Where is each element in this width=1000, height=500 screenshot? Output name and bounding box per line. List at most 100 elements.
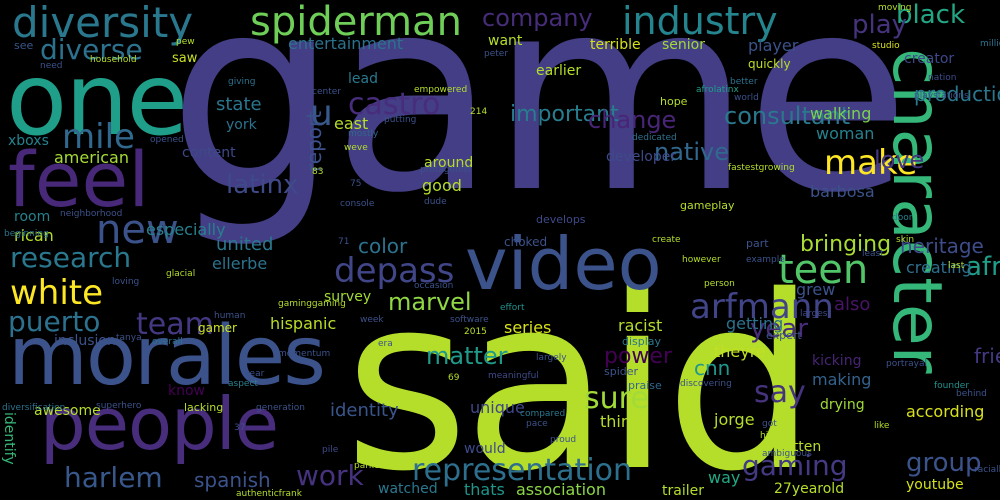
word-giving: giving	[228, 77, 256, 87]
word-east: east	[334, 114, 369, 133]
word-play: play	[852, 10, 908, 40]
word-discovering: discovering	[680, 379, 732, 389]
word-diversity: diversity	[12, 0, 194, 47]
word-making: making	[812, 370, 872, 389]
word-room: room	[14, 209, 51, 225]
word-authenticfrank: authenticfrank	[236, 489, 302, 499]
word-hide: hide	[760, 431, 780, 441]
word-dedicated: dedicated	[632, 133, 677, 143]
word-however: however	[682, 255, 721, 265]
word-creating: creating	[906, 258, 972, 277]
word-industry: industry	[622, 0, 778, 43]
word-native: native	[654, 138, 729, 166]
word-choked: choked	[504, 235, 548, 249]
word-kicking: kicking	[812, 353, 862, 369]
word-work: work	[296, 459, 364, 492]
word-white: white	[10, 273, 104, 313]
word-xboxs: xboxs	[8, 133, 49, 149]
word-need: need	[40, 61, 63, 71]
word-moving: moving	[878, 3, 912, 13]
word-71: 71	[338, 237, 350, 247]
word-player: player	[748, 36, 799, 55]
word-gameplay: gameplay	[680, 199, 735, 212]
word-214: 214	[470, 107, 488, 117]
word-cnn: cnn	[694, 356, 731, 380]
word-say: say	[754, 375, 806, 410]
word-especially: especially	[146, 220, 226, 239]
word-lead: lead	[348, 71, 378, 87]
word-marvel: marvel	[388, 288, 472, 316]
word-75: 75	[350, 179, 362, 189]
word-arfmann: arfmann	[690, 287, 834, 327]
word-aspect: aspect	[228, 379, 258, 389]
word-united: united	[216, 234, 274, 255]
word-saw: saw	[172, 51, 198, 66]
word-protagonist: protagonist	[420, 165, 472, 175]
word-neighborhood: neighborhood	[60, 209, 123, 219]
word-peter: peter	[484, 49, 509, 59]
word-least: least	[862, 249, 884, 259]
word-color: color	[358, 234, 408, 258]
word-sure: sure	[584, 381, 649, 416]
word-bitten: bitten	[780, 439, 822, 455]
word-barbosa: barbosa	[810, 182, 875, 201]
word-identity: identity	[330, 400, 399, 421]
word-racist: racist	[618, 316, 663, 335]
word-center: center	[312, 87, 341, 97]
word-playstations: playstations	[914, 91, 969, 101]
word-important: important	[510, 102, 619, 127]
word-think: think	[600, 412, 641, 431]
word-american: american	[54, 148, 129, 167]
word-lacking: lacking	[184, 401, 224, 414]
word-last: last	[948, 261, 965, 271]
word-good: good	[422, 176, 462, 195]
word-mostly: mostly	[348, 129, 379, 139]
word-feel: feel	[8, 135, 150, 224]
word-castro: castro	[348, 87, 441, 122]
word-according: according	[906, 402, 985, 421]
word-gaming: gaming	[742, 449, 848, 482]
word-u: u	[310, 93, 333, 134]
word-change: change	[588, 106, 677, 134]
word-survey: survey	[324, 289, 372, 305]
word-senior: senior	[662, 37, 705, 53]
word-company: company	[482, 4, 593, 32]
word-around: around	[424, 155, 474, 171]
word-nation: nation	[928, 73, 957, 83]
word-one: one	[6, 41, 188, 158]
word-human: human	[214, 311, 246, 321]
word-representation: representation	[412, 453, 633, 488]
word-walking: walking	[810, 104, 872, 123]
word-earlier: earlier	[536, 63, 582, 79]
word-behind: behind	[956, 389, 987, 399]
word-superhero: superhero	[96, 401, 142, 411]
word-said: said	[344, 244, 817, 500]
word-research: research	[10, 241, 132, 274]
word-compared: compared	[520, 409, 566, 419]
word-would: would	[464, 441, 506, 457]
word-theyre: theyre	[714, 342, 766, 361]
word-beginning: beginning	[4, 229, 49, 239]
word-hope: hope	[660, 95, 688, 108]
word-association: association	[516, 480, 606, 499]
word-black: black	[896, 0, 966, 30]
word-spiderman: spiderman	[250, 0, 462, 45]
word-make: make	[824, 143, 918, 183]
word-gamer: gamer	[198, 321, 237, 335]
word-production: production	[914, 82, 1000, 106]
word-diverse: diverse	[40, 33, 143, 66]
word-friendly: friendly	[974, 344, 1000, 368]
word-year: year	[750, 314, 809, 344]
word-afrolatinx: afrolatinx	[966, 252, 1000, 282]
word-spider: spider	[604, 365, 639, 378]
word-develops: develops	[536, 213, 586, 226]
word-people: people	[40, 382, 279, 466]
word-latinx: latinx	[226, 170, 299, 200]
word-know: know	[168, 383, 205, 399]
word-harlem: harlem	[64, 461, 163, 494]
word-quickly: quickly	[748, 57, 791, 71]
word-creator: creator	[904, 51, 955, 67]
word-unique: unique	[470, 398, 525, 417]
word-trailer: trailer	[662, 483, 704, 499]
word-terrible: terrible	[590, 37, 641, 53]
